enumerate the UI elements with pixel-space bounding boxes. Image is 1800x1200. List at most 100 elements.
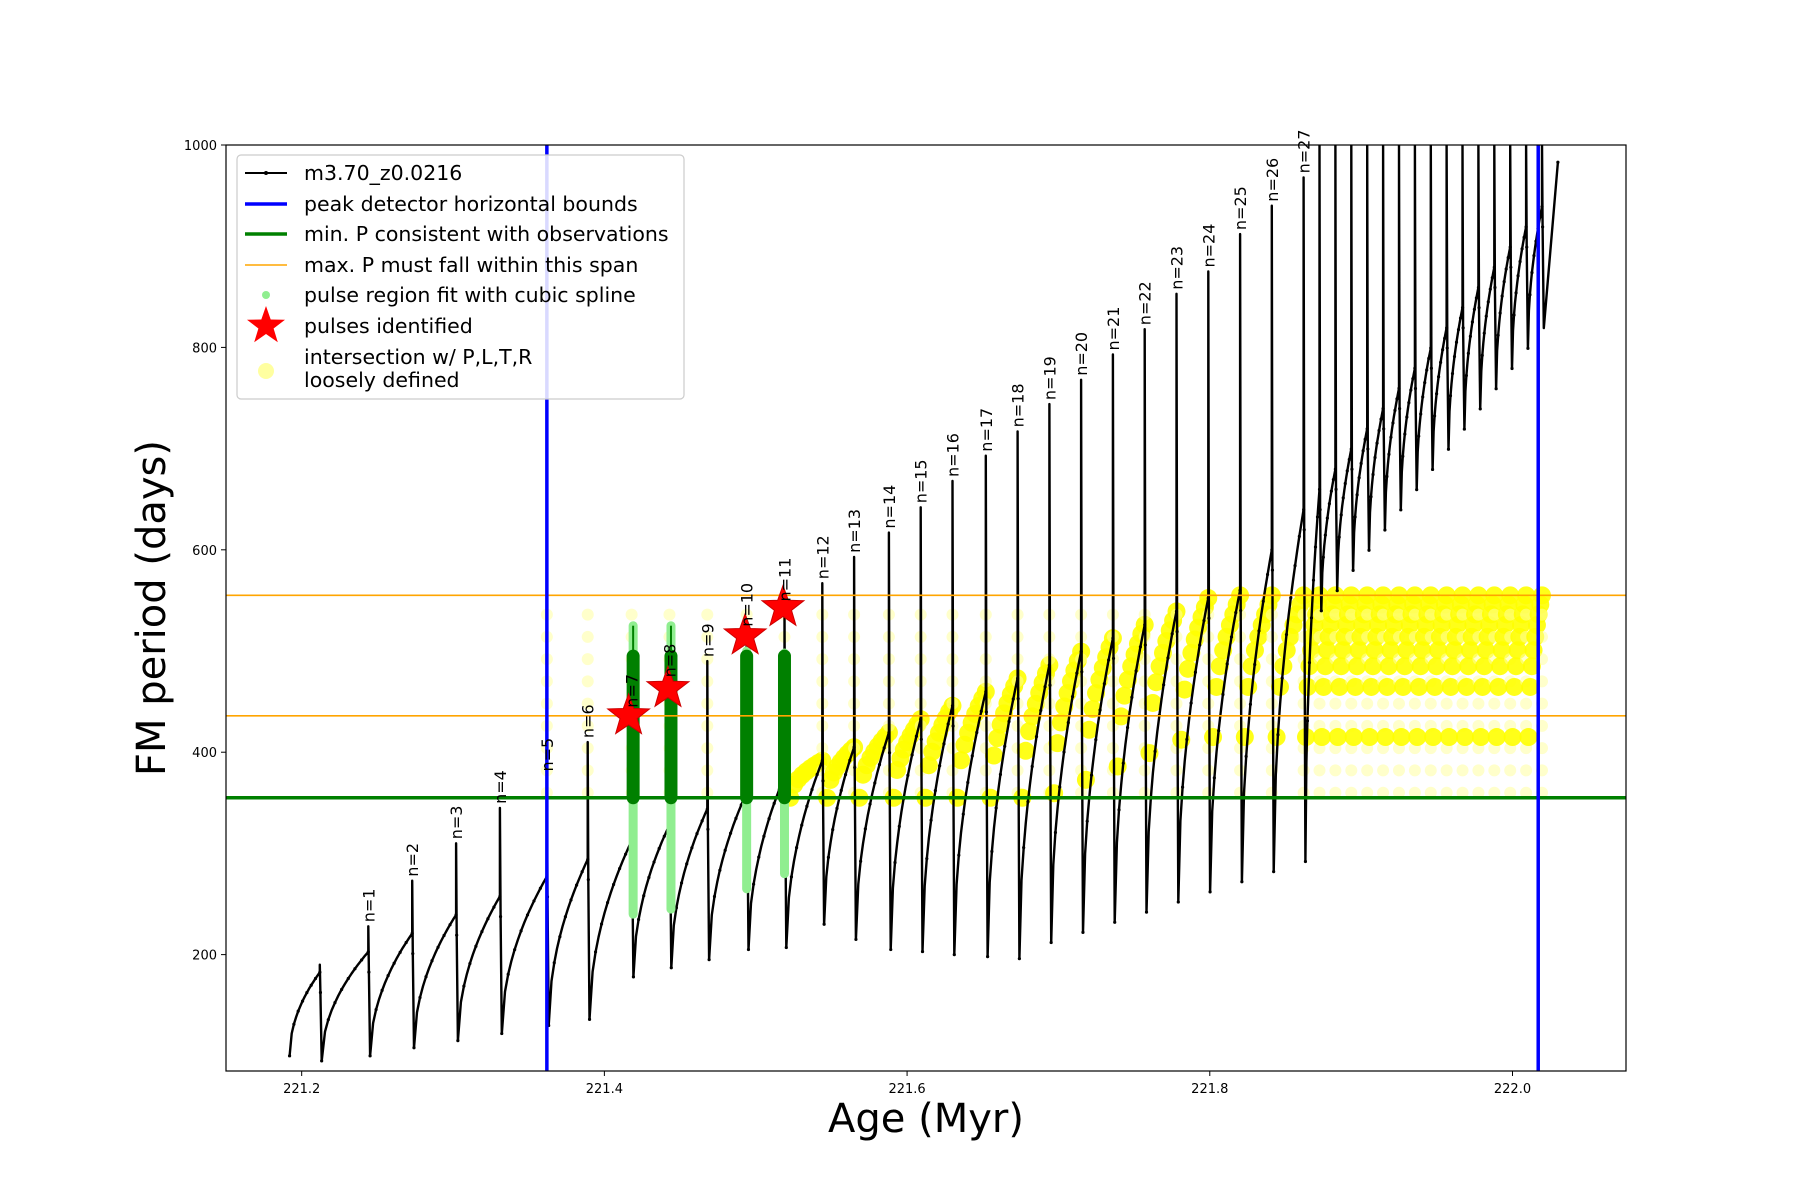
- track-marker: [1305, 719, 1310, 723]
- track-marker: [1049, 940, 1053, 945]
- track-marker: [1066, 720, 1070, 725]
- track-marker: [1498, 311, 1502, 315]
- track-marker: [1528, 293, 1532, 297]
- track-marker: [820, 758, 824, 763]
- track-marker: [1238, 588, 1242, 592]
- track-marker: [1382, 427, 1386, 431]
- intersection-point: [1456, 697, 1469, 710]
- track-marker: [679, 881, 684, 885]
- track-marker: [1484, 314, 1488, 318]
- pulse-star-n7: [606, 692, 651, 735]
- track-marker: [1143, 623, 1147, 627]
- track-marker: [1437, 375, 1441, 379]
- track-marker: [1272, 870, 1276, 874]
- intersection-point: [1051, 713, 1070, 732]
- intersection-point: [1083, 700, 1102, 719]
- track-marker: [1415, 488, 1419, 492]
- intersection-point: [1314, 677, 1333, 696]
- intersection-point: [1521, 677, 1540, 696]
- intersection-point: [1345, 697, 1358, 710]
- track-marker: [975, 730, 979, 735]
- intersection-point: [1491, 657, 1510, 676]
- track-marker: [848, 758, 852, 762]
- track-marker: [994, 806, 998, 810]
- track-marker: [1427, 356, 1431, 361]
- track-marker: [580, 870, 584, 874]
- legend-label: min. P consistent with observations: [304, 222, 669, 246]
- intersection-point: [1504, 697, 1517, 710]
- track-marker: [1143, 643, 1147, 647]
- track-marker: [412, 1046, 416, 1050]
- track-marker: [292, 1022, 296, 1026]
- track-marker: [674, 906, 679, 910]
- track-marker: [1492, 265, 1496, 269]
- legend-entry-5: pulses identified: [247, 306, 473, 343]
- track-marker: [1315, 515, 1320, 519]
- track-marker: [309, 983, 313, 987]
- track-marker: [636, 917, 641, 922]
- intersection-point: [1179, 659, 1198, 678]
- track-marker: [1361, 449, 1365, 453]
- intersection-point: [1329, 786, 1342, 799]
- pulse-label-n17: n=17: [977, 408, 996, 452]
- track-marker: [1429, 366, 1433, 370]
- track-marker: [558, 935, 562, 939]
- track-marker: [1494, 387, 1498, 391]
- intersection-point: [1379, 657, 1398, 676]
- track-marker: [1034, 735, 1039, 739]
- intersection-point: [1329, 764, 1342, 777]
- legend-label: peak detector horizontal bounds: [304, 192, 638, 216]
- track-marker: [718, 868, 722, 872]
- track-marker: [1413, 386, 1418, 391]
- track-marker: [839, 788, 843, 793]
- track-marker: [1423, 380, 1427, 385]
- legend-label-line2: loosely defined: [304, 368, 460, 392]
- intersection-point: [1409, 677, 1428, 696]
- track-marker: [1302, 507, 1306, 512]
- legend-swatch: [258, 363, 274, 379]
- intersection-point: [581, 719, 594, 732]
- track-marker: [1476, 285, 1481, 290]
- intersection-point: [1345, 764, 1358, 777]
- track-marker: [1111, 656, 1116, 661]
- track-marker: [873, 781, 877, 785]
- track-marker: [599, 922, 604, 926]
- legend-label: pulses identified: [304, 314, 473, 338]
- track-marker: [1450, 371, 1455, 376]
- intersection-point: [1424, 697, 1437, 710]
- intersection-point: [1312, 728, 1331, 747]
- track-marker: [1261, 599, 1265, 603]
- pulse-label-n25: n=25: [1231, 186, 1250, 230]
- track-marker: [486, 917, 490, 921]
- track-marker: [1289, 596, 1293, 600]
- track-marker: [448, 923, 452, 927]
- track-marker: [1189, 701, 1193, 705]
- track-marker: [657, 846, 661, 851]
- track-marker: [1441, 348, 1445, 352]
- intersection-point: [1455, 728, 1474, 747]
- track-marker: [1234, 611, 1238, 615]
- track-marker: [951, 724, 955, 728]
- intersection-point: [1503, 728, 1522, 747]
- track-marker: [920, 949, 925, 954]
- track-marker: [752, 882, 756, 886]
- track-marker: [1309, 616, 1314, 620]
- intersection-point: [1377, 608, 1390, 621]
- track-marker: [1389, 435, 1393, 439]
- intersection-point: [1360, 728, 1379, 747]
- intersection-point: [984, 746, 1003, 765]
- track-marker: [1030, 764, 1034, 768]
- track-marker: [1153, 749, 1157, 753]
- track-marker: [821, 779, 825, 783]
- intersection-point: [1489, 677, 1508, 696]
- pulse-label-n20: n=20: [1072, 332, 1091, 376]
- track-marker: [966, 780, 970, 785]
- track-marker: [333, 1001, 337, 1005]
- intersection-point: [1488, 697, 1501, 710]
- pulse-label-n26: n=26: [1263, 158, 1282, 202]
- track-marker: [1482, 331, 1486, 335]
- track-marker: [1202, 618, 1206, 623]
- intersection-point: [1242, 657, 1261, 676]
- intersection-point: [1456, 764, 1469, 777]
